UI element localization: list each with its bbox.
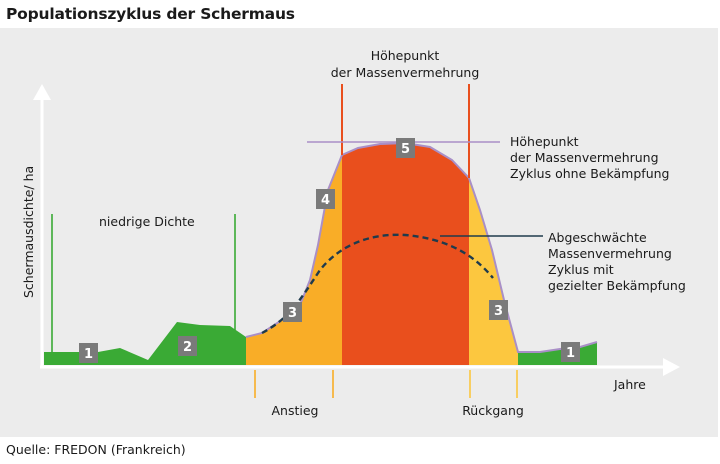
svg-text:1: 1 (84, 347, 93, 362)
phase-marker-3b: 3 (489, 300, 508, 320)
y-axis-label: Schermausdichte/ ha (21, 166, 36, 298)
phase-decline-area (469, 178, 518, 365)
phase-marker-2: 2 (178, 336, 197, 356)
rise-label: Anstieg (272, 403, 319, 418)
weak-label-line3: Zyklus mit (548, 262, 614, 277)
weak-label-line2: Massenvermehrung (548, 246, 672, 261)
diagram-panel: 1 2 3 4 5 3 1 Schermausdichte/ ha Jahr (0, 28, 718, 437)
svg-text:4: 4 (321, 193, 330, 208)
peak-top-label-line1: Höhepunkt (371, 48, 440, 63)
phase-low-density-area (44, 322, 246, 365)
phase-marker-3a: 3 (283, 302, 302, 322)
svg-text:5: 5 (401, 142, 410, 157)
curve-without-control (245, 141, 598, 353)
decline-label: Rückgang (462, 403, 524, 418)
y-axis-arrow (33, 84, 51, 100)
phase-marker-5: 5 (396, 138, 415, 158)
population-cycle-diagram: 1 2 3 4 5 3 1 Schermausdichte/ ha Jahr (21, 48, 686, 418)
phase-rise-area (246, 155, 342, 365)
phase-marker-1b: 1 (561, 342, 580, 362)
svg-text:1: 1 (566, 346, 575, 361)
weak-label-line1: Abgeschwächte (548, 230, 647, 245)
svg-text:3: 3 (288, 306, 297, 321)
phase-marker-1a: 1 (79, 343, 98, 363)
x-axis-arrow (663, 358, 680, 376)
svg-text:3: 3 (494, 304, 503, 319)
low-density-label: niedrige Dichte (99, 214, 195, 229)
peak-right-label-line3: Zyklus ohne Bekämpfung (510, 166, 669, 181)
svg-text:2: 2 (183, 340, 192, 355)
x-axis-label: Jahre (613, 377, 646, 392)
peak-right-label-line1: Höhepunkt (510, 134, 579, 149)
source-note: Quelle: FREDON (Frankreich) (6, 442, 186, 457)
peak-right-label-line2: der Massenvermehrung (510, 150, 659, 165)
phase-marker-4: 4 (316, 189, 335, 209)
weak-label-line4: gezielter Bekämpfung (548, 278, 686, 293)
peak-top-label-line2: der Massenvermehrung (331, 65, 480, 80)
phase-peak-area (342, 143, 469, 365)
page-title: Populationszyklus der Schermaus (6, 5, 295, 23)
